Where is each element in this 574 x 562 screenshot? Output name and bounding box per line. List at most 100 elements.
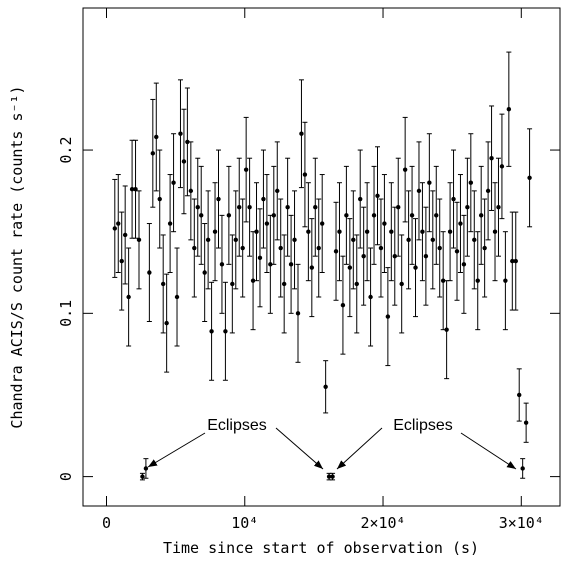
data-point — [271, 213, 276, 218]
data-point — [264, 221, 270, 226]
data-point — [406, 237, 411, 243]
data-point — [378, 245, 384, 251]
data-point — [188, 188, 194, 194]
data-point — [116, 221, 121, 226]
data-point — [237, 205, 242, 210]
data-point — [230, 281, 235, 287]
data-point — [375, 193, 380, 198]
data-point — [385, 314, 391, 319]
data-point — [468, 180, 474, 185]
data-point — [275, 188, 280, 194]
data-point — [240, 245, 245, 251]
data-point — [288, 262, 294, 267]
data-point — [358, 196, 363, 202]
data-point — [434, 213, 439, 218]
data-point — [278, 245, 283, 251]
data-point — [199, 213, 204, 218]
data-point — [302, 172, 308, 177]
data-point — [192, 245, 197, 251]
data-point — [285, 205, 290, 210]
data-point — [226, 213, 232, 218]
y-tick-label: 0.1 — [57, 300, 75, 327]
annotation-arrows — [147, 427, 517, 470]
data-point — [205, 237, 211, 243]
data-point — [461, 262, 467, 267]
x-tick-label: 2×10⁴ — [360, 514, 405, 532]
x-axis-label: Time since start of observation (s) — [163, 539, 479, 557]
data-point — [164, 320, 169, 326]
data-point — [250, 278, 256, 283]
data-point — [440, 278, 446, 283]
data-point — [520, 466, 525, 471]
data-point — [233, 237, 238, 243]
data-point — [485, 188, 491, 194]
y-axis-label: Chandra ACIS/S count rate (counts s⁻¹) — [8, 85, 26, 428]
data-point — [361, 253, 366, 259]
data-point — [181, 159, 187, 164]
data-point — [517, 392, 522, 398]
arrow — [275, 427, 324, 470]
y-tick-label: 0.2 — [57, 137, 75, 164]
data-point — [489, 156, 494, 161]
data-point — [247, 205, 252, 210]
data-point — [354, 281, 359, 287]
data-point — [413, 265, 418, 270]
data-point — [147, 270, 152, 275]
data-point — [371, 213, 377, 218]
data-point — [154, 134, 159, 140]
data-point — [409, 213, 415, 218]
data-point — [219, 262, 225, 267]
data-point — [157, 196, 162, 202]
data-point — [112, 226, 118, 231]
data-point — [506, 107, 512, 112]
data-point — [295, 311, 301, 316]
data-point — [451, 196, 456, 202]
data-point — [212, 229, 218, 234]
data-point — [458, 221, 463, 226]
data-point — [475, 278, 480, 283]
data-point — [202, 270, 207, 275]
data-point — [281, 281, 287, 287]
data-point — [527, 175, 532, 181]
data-point — [337, 229, 342, 234]
data-point — [513, 258, 518, 264]
data-point — [447, 229, 453, 234]
x-tick-label: 0 — [102, 514, 111, 532]
data-point — [136, 237, 142, 243]
data-point — [416, 188, 422, 194]
data-point — [368, 294, 373, 300]
data-point — [323, 384, 328, 390]
annotation: Eclipses — [393, 417, 453, 434]
data-point — [174, 294, 180, 300]
arrow — [460, 432, 517, 470]
arrow — [147, 432, 206, 468]
x-tick-label: 3×10⁴ — [499, 514, 544, 532]
data-point — [160, 281, 166, 287]
data-point — [333, 249, 339, 254]
data-point — [523, 420, 529, 425]
data-point — [171, 180, 176, 185]
data-point — [292, 237, 297, 243]
data-point — [223, 329, 228, 334]
data-point — [313, 205, 318, 210]
data-point — [427, 180, 432, 185]
data-point — [330, 474, 335, 479]
data-point — [319, 221, 325, 226]
data-point — [472, 237, 477, 243]
x-tick-label: 10⁴ — [231, 514, 258, 532]
data-point — [499, 164, 505, 169]
data-point — [126, 294, 131, 300]
data-point — [347, 265, 353, 270]
data-point — [492, 229, 498, 234]
data-point — [420, 229, 425, 234]
data-point — [185, 139, 190, 145]
data-point — [510, 258, 515, 264]
arrow — [336, 427, 383, 470]
data-point — [344, 213, 349, 218]
data-point — [430, 237, 435, 243]
data-point — [243, 167, 249, 172]
data-point — [140, 474, 145, 479]
data-point — [150, 151, 156, 156]
data-point — [340, 302, 346, 308]
